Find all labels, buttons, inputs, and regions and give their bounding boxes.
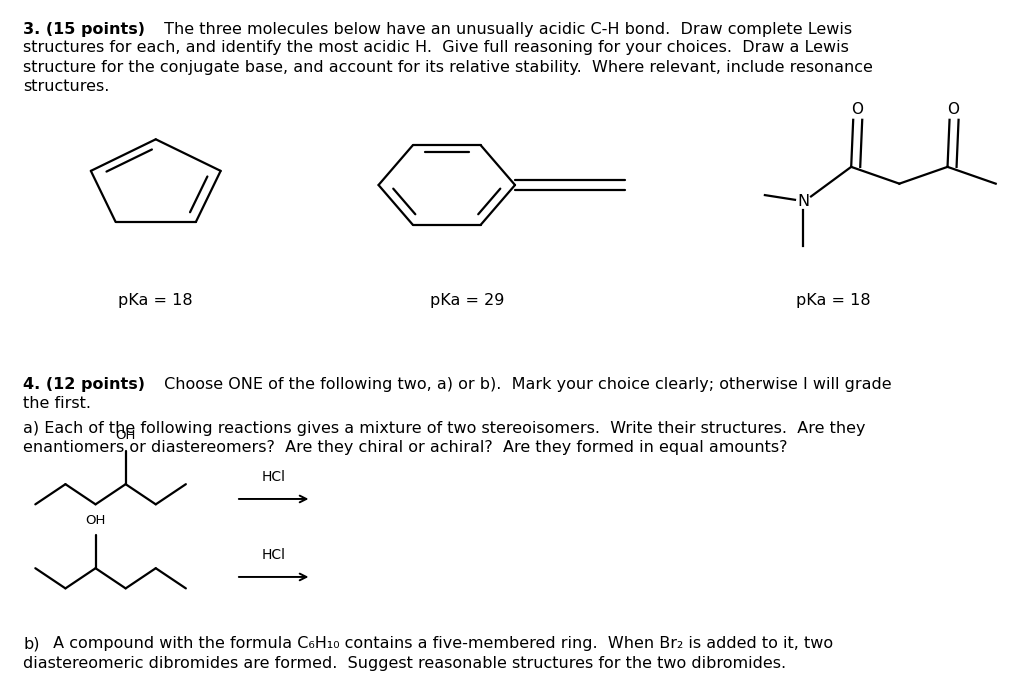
Text: pKa = 29: pKa = 29 xyxy=(430,292,504,307)
Text: pKa = 18: pKa = 18 xyxy=(796,292,870,307)
Text: O: O xyxy=(947,102,959,117)
Text: 4. (12 points): 4. (12 points) xyxy=(24,377,145,392)
Text: diastereomeric dibromides are formed.  Suggest reasonable structures for the two: diastereomeric dibromides are formed. Su… xyxy=(24,656,786,671)
Text: enantiomers or diastereomers?  Are they chiral or achiral?  Are they formed in e: enantiomers or diastereomers? Are they c… xyxy=(24,440,787,456)
Text: structures for each, and identify the most acidic H.  Give full reasoning for yo: structures for each, and identify the mo… xyxy=(24,40,849,56)
Text: OH: OH xyxy=(116,429,136,442)
Text: Choose ONE of the following two, a) or b).  Mark your choice clearly; otherwise : Choose ONE of the following two, a) or b… xyxy=(159,377,891,392)
Text: structures.: structures. xyxy=(24,79,110,94)
Text: N: N xyxy=(797,194,809,209)
Text: A compound with the formula C₆H₁₀ contains a five-membered ring.  When Br₂ is ad: A compound with the formula C₆H₁₀ contai… xyxy=(48,636,834,651)
Text: 3. (15 points): 3. (15 points) xyxy=(24,22,145,36)
Text: OH: OH xyxy=(85,514,105,527)
Text: a) Each of the following reactions gives a mixture of two stereoisomers.  Write : a) Each of the following reactions gives… xyxy=(24,421,865,436)
Text: pKa = 18: pKa = 18 xyxy=(119,292,194,307)
Text: b): b) xyxy=(24,636,40,651)
Text: structure for the conjugate base, and account for its relative stability.  Where: structure for the conjugate base, and ac… xyxy=(24,60,873,75)
Text: HCl: HCl xyxy=(262,548,286,562)
Text: HCl: HCl xyxy=(262,470,286,484)
Text: O: O xyxy=(851,102,863,117)
Text: the first.: the first. xyxy=(24,396,91,411)
Text: The three molecules below have an unusually acidic C-H bond.  Draw complete Lewi: The three molecules below have an unusua… xyxy=(159,22,852,36)
